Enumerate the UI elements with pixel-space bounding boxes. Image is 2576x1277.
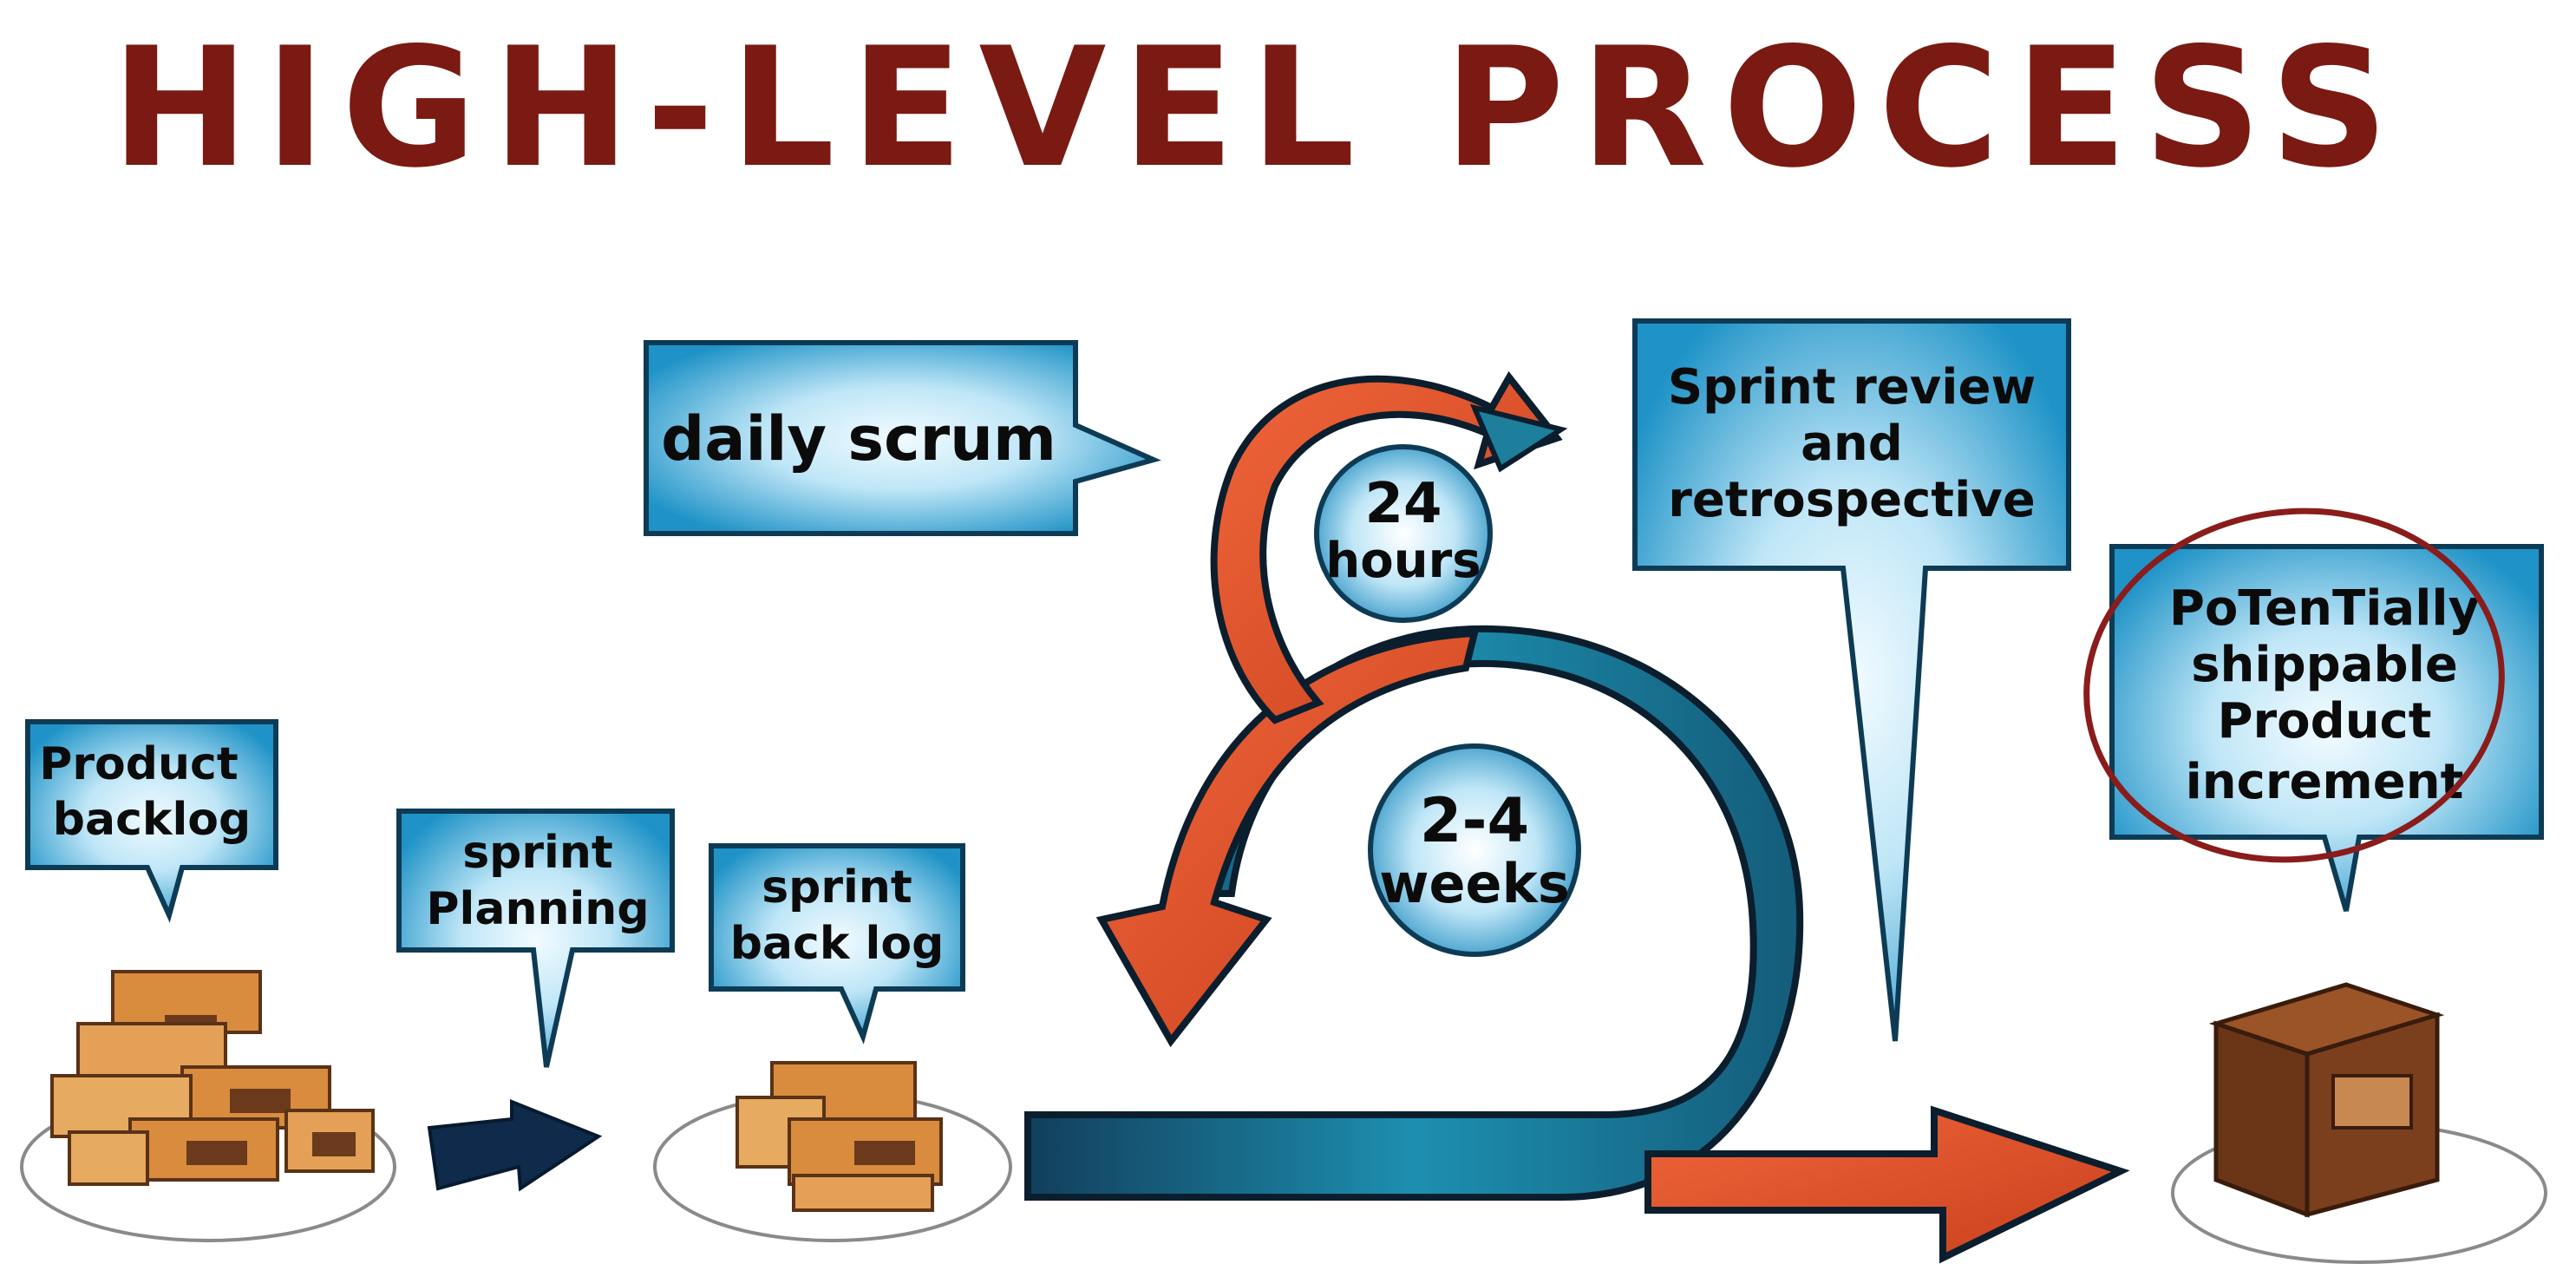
arrow-right-icon [427,1099,603,1192]
daily-cycle-circle [1314,444,1493,623]
small-stack-of-boxes-icon [653,1061,1012,1242]
sprint-cycle-label-line1: 2-4 [1420,785,1529,856]
sprint-review-bubble [1632,318,2071,1042]
sprint-backlog-label-line2: back log [730,918,945,970]
sprint-review-label-line3: retrospective [1668,472,2036,528]
sprint-planning-label-line1: sprint [462,827,613,879]
sprint-cycle-circle [1368,743,1581,957]
sprint-planning-label-line2: Planning [426,883,649,935]
increment-arrow [1644,1105,2130,1264]
sprint-backlog-group: sprint back log [653,843,1012,1242]
daily-scrum-bubble [644,340,1161,536]
sprint-return-arrow [1095,629,1480,1048]
increment-label-line4: increment [2186,754,2464,810]
scrum-cycle-group: 24 hours 2-4 weeks [1024,370,2130,1264]
sprint-backlog-bubble [709,843,965,1045]
closed-box-icon [2171,982,2547,1264]
sprint-backlog-label-line1: sprint [762,861,912,914]
product-backlog-group: Product backlog [20,719,396,1242]
increment-label-line2: shippable [2191,637,2458,693]
daily-cycle-label-line2: hours [1325,533,1481,589]
sprint-planning-bubble [396,809,675,1068]
sprint-review-label-line2: and [1801,416,1903,472]
daily-cycle-label-line1: 24 [1364,472,1442,536]
product-backlog-bubble [25,719,278,923]
product-backlog-label-line2: backlog [53,794,252,846]
sprint-review-label-line1: Sprint review [1668,359,2036,416]
sprint-cycle-label-line2: weeks [1379,852,1570,915]
increment-bubble [2109,544,2544,912]
daily-scrum-group: daily scrum [644,340,1161,536]
product-backlog-label-line1: Product [39,738,238,790]
daily-loop-arrow [1210,370,1563,724]
sprint-review-group: Sprint review and retrospective [1632,318,2071,1042]
increment-label-line1: PoTenTially [2169,580,2480,637]
increment-label-line3: Product [2217,693,2431,750]
page-title: HIGH-LEVEL PROCESS [111,12,2404,204]
highlight-circle [2083,508,2505,863]
stack-of-boxes-icon [20,970,396,1242]
increment-group: PoTenTially shippable Product increment [2083,508,2547,1264]
daily-scrum-label: daily scrum [661,403,1056,475]
daily-loop-arrow-head [1469,403,1568,473]
sprint-planning-group: sprint Planning [396,809,675,1192]
